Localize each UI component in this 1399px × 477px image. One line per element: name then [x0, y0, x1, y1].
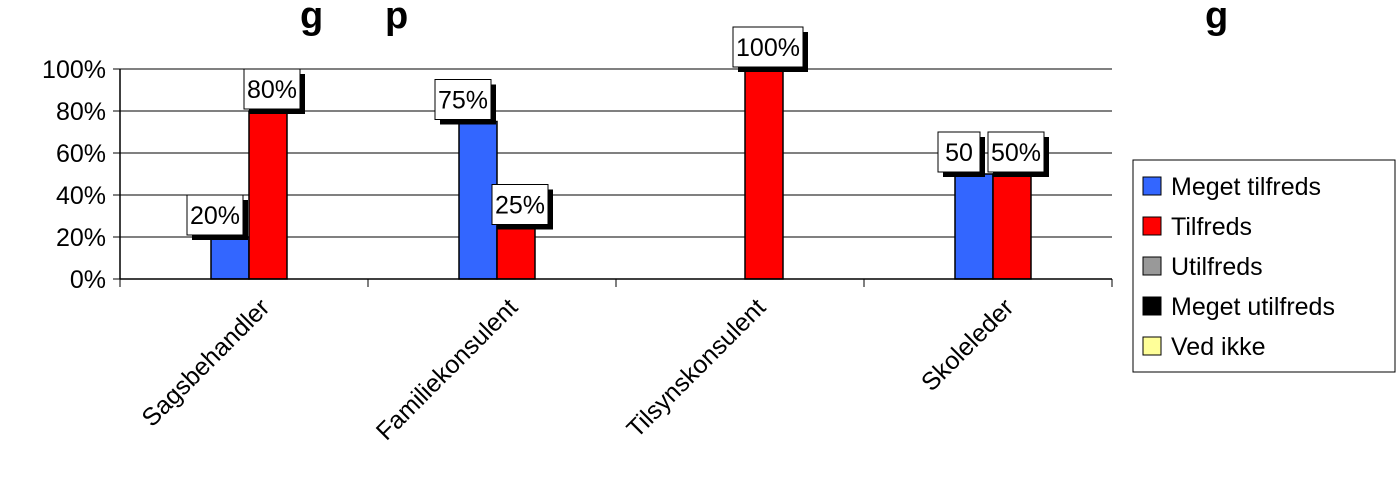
category-label: Tilsynskonsulent: [621, 293, 771, 443]
legend-swatch: [1142, 216, 1162, 236]
category-label: Sagsbehandler: [137, 293, 276, 432]
data-label: 50: [945, 139, 973, 167]
legend: Meget tilfreds Tilfreds Utilfreds Meget uti…: [1132, 159, 1396, 373]
data-label-box: [987, 131, 1045, 173]
data-label-box: [937, 131, 981, 173]
y-tick-label: 100%: [42, 56, 106, 84]
data-label-box: [186, 194, 244, 236]
legend-swatch: [1142, 336, 1162, 356]
axes: 0% 20% 40% 60% 80% 100% Sagsbehandler Familieko…: [42, 56, 1113, 446]
data-label-box: [732, 26, 804, 68]
data-label: 20%: [190, 202, 240, 230]
bar: [458, 120, 498, 280]
bar: [954, 173, 994, 280]
data-label-box: [434, 79, 492, 120]
legend-label: Meget tilfreds: [1171, 173, 1321, 201]
y-tick-label: 40%: [56, 182, 106, 210]
title-fragment: p: [385, 0, 408, 37]
bar: [210, 236, 250, 280]
bar: [992, 173, 1032, 280]
data-label-box: [491, 184, 549, 225]
bar: [744, 68, 784, 280]
title-fragment: g: [300, 0, 323, 37]
legend-box: [1132, 159, 1396, 373]
y-tick-label: 80%: [56, 98, 106, 126]
legend-label: Utilfreds: [1171, 253, 1263, 281]
data-label: 100%: [736, 34, 800, 62]
legend-swatch: [1142, 176, 1162, 196]
y-tick-label: 60%: [56, 140, 106, 168]
bar: [248, 110, 288, 280]
data-labels: 20% 80% 75% 25% 100% 50 50%: [186, 26, 1049, 240]
y-tick-label: 0%: [70, 266, 106, 294]
data-label: 50%: [991, 139, 1041, 167]
y-tick-label: 20%: [56, 224, 106, 252]
legend-label: Ved ikke: [1171, 333, 1266, 361]
category-label: Familiekonsulent: [371, 293, 523, 445]
legend-label: Meget utilfreds: [1171, 293, 1335, 321]
data-label: 25%: [495, 192, 545, 220]
bar: [496, 225, 536, 280]
bars: [210, 68, 1032, 280]
title-fragment: g: [1205, 0, 1228, 37]
chart-title: g p g: [300, 0, 1228, 37]
legend-label: Tilfreds: [1171, 213, 1252, 241]
legend-swatch: [1142, 296, 1162, 316]
data-label: 75%: [438, 87, 488, 115]
legend-swatch: [1142, 256, 1162, 276]
category-label: Skoleleder: [916, 293, 1019, 396]
data-label: 80%: [247, 76, 297, 104]
data-label-box: [243, 68, 301, 110]
